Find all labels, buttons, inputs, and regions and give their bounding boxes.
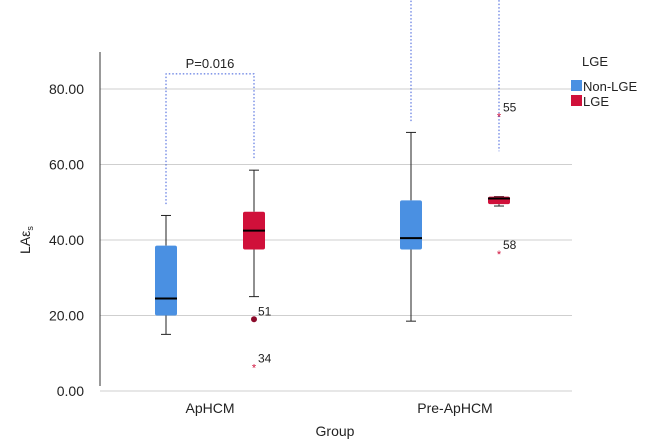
y-tick-label: 40.00 — [49, 232, 84, 248]
p-value-bracket — [165, 73, 255, 205]
y-axis-label-subscript: s — [25, 226, 35, 231]
box-series — [155, 131, 510, 335]
p-value-annotations: P=0.016P=0.128 — [165, 0, 500, 205]
y-tick-label: 20.00 — [49, 308, 84, 324]
outlier-points: 51*34*55*58 — [251, 100, 517, 374]
outlier-label: 58 — [503, 238, 517, 252]
outlier-label: 34 — [258, 351, 272, 365]
outlier-label: 51 — [258, 304, 272, 318]
box-iqr — [155, 245, 177, 316]
legend-title: LGE — [582, 54, 608, 69]
y-tick-label: 0.00 — [57, 383, 84, 399]
box-iqr — [400, 200, 422, 250]
outlier-star: * — [252, 362, 257, 374]
p-value-bracket — [410, 0, 500, 152]
outlier-star: * — [497, 249, 502, 261]
p-value-label: P=0.016 — [186, 56, 235, 71]
legend-label: LGE — [583, 94, 609, 109]
outlier-circle — [251, 316, 257, 323]
y-axis-ticks: 0.00 20.00 40.00 60.00 80.00 — [49, 81, 84, 399]
x-axis-ticks: ApHCM Pre-ApHCM — [185, 400, 492, 416]
y-axis-label-main: LAε — [17, 231, 33, 254]
legend-swatch — [571, 95, 582, 106]
legend-swatch — [571, 80, 582, 91]
outlier-label: 55 — [503, 100, 517, 114]
gridlines — [100, 88, 572, 392]
y-axis-label: LAεs — [17, 226, 35, 254]
legend-label: Non-LGE — [583, 79, 638, 94]
y-tick-label: 60.00 — [49, 157, 84, 173]
y-tick-label: 80.00 — [49, 81, 84, 97]
outlier-star: * — [497, 111, 502, 123]
x-tick-label: ApHCM — [185, 400, 234, 416]
x-tick-label: Pre-ApHCM — [417, 400, 492, 416]
x-axis-label: Group — [316, 423, 355, 439]
